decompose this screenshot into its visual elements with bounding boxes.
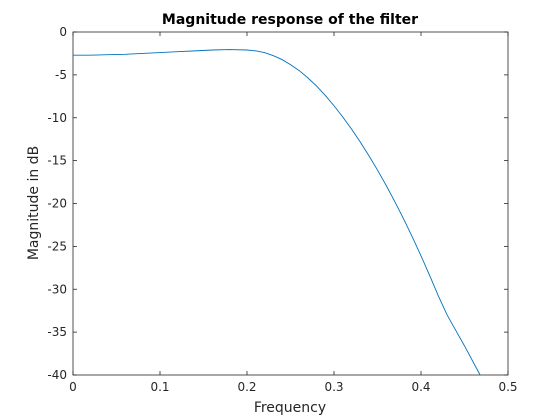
y-tick-label: 0 [59, 25, 67, 39]
y-tick-label: -5 [55, 68, 67, 82]
y-tick-label: -15 [47, 154, 67, 168]
x-tick-label: 0.2 [237, 380, 256, 394]
y-tick-label: -30 [47, 282, 67, 296]
y-tick-label: -10 [47, 111, 67, 125]
x-tick-label: 0.1 [150, 380, 169, 394]
x-tick-label: 0.4 [411, 380, 430, 394]
x-tick-label: 0 [69, 380, 77, 394]
y-tick-label: -20 [47, 197, 67, 211]
magnitude-series-line [73, 49, 481, 376]
x-axis-label: Frequency [254, 400, 326, 416]
y-tick-label: -25 [47, 239, 67, 253]
y-tick-label: -40 [47, 368, 67, 382]
x-tick-label: 0.3 [324, 380, 343, 394]
y-axis-ticks: 0 -5 -10 -15 -20 -25 -30 -35 -40 [47, 25, 508, 382]
y-axis-label: Magnitude in dB [26, 146, 42, 260]
x-axis-ticks: 0 0.1 0.2 0.3 0.4 0.5 [69, 32, 518, 394]
plot-area [72, 31, 509, 376]
y-tick-label: -35 [47, 325, 67, 339]
x-tick-label: 0.5 [498, 380, 517, 394]
chart-title: Magnitude response of the filter [162, 12, 418, 28]
